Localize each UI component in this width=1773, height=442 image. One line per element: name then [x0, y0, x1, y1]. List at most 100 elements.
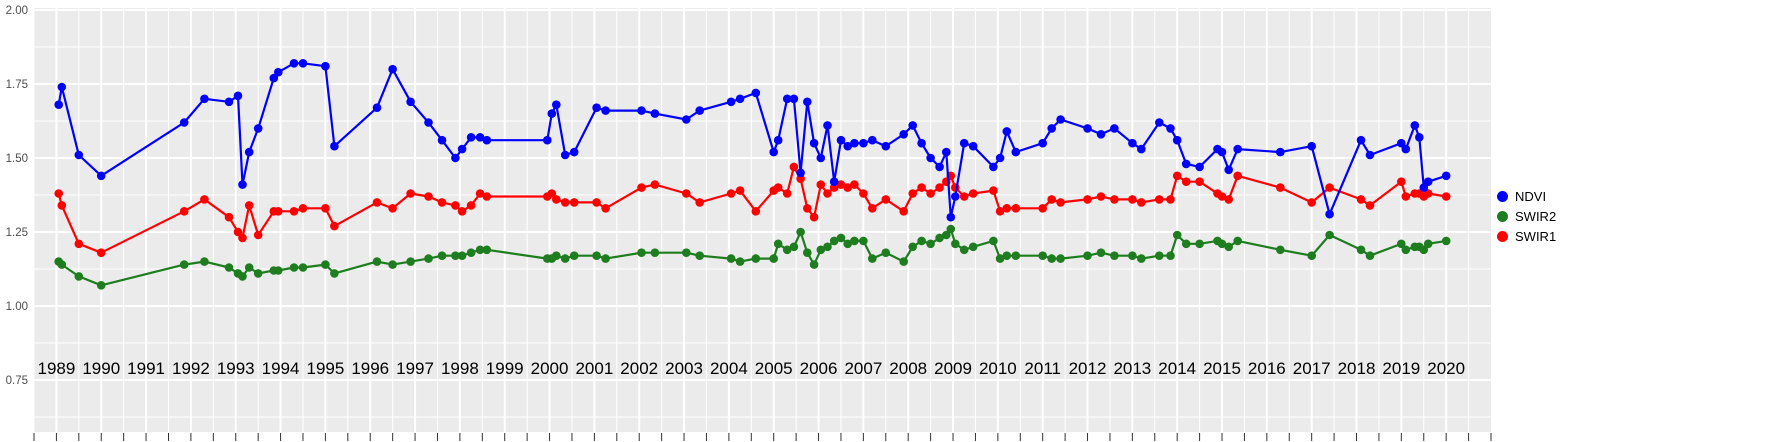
- data-point: [935, 233, 944, 243]
- data-point: [1397, 138, 1406, 148]
- data-point: [457, 207, 467, 216]
- data-point: [482, 192, 492, 201]
- data-point: [881, 195, 891, 204]
- data-point: [1172, 135, 1182, 145]
- data-point: [1011, 147, 1021, 157]
- data-point: [1155, 251, 1164, 260]
- data-point: [1181, 239, 1191, 249]
- data-point: [695, 198, 704, 207]
- data-point: [253, 269, 263, 278]
- x-axis-label: 1998: [441, 359, 479, 378]
- data-point: [253, 230, 263, 240]
- data-point: [803, 97, 812, 107]
- y-axis-label: 1.75: [6, 79, 28, 91]
- data-point: [908, 121, 917, 130]
- x-axis-label: 2007: [844, 359, 882, 378]
- data-point: [726, 189, 736, 198]
- data-point: [1166, 124, 1175, 133]
- data-point: [850, 180, 859, 189]
- data-point: [482, 245, 492, 255]
- x-axis-label: 1989: [38, 359, 76, 378]
- data-point: [637, 248, 646, 257]
- data-point: [773, 239, 783, 249]
- data-point: [782, 189, 792, 198]
- data-point: [57, 260, 67, 269]
- data-point: [1137, 144, 1146, 154]
- data-point: [989, 162, 998, 172]
- data-point: [995, 207, 1005, 216]
- data-point: [946, 224, 956, 234]
- data-point: [1155, 118, 1164, 127]
- legend-swatch-swir2: [1497, 211, 1508, 222]
- data-point: [552, 251, 561, 260]
- data-point: [789, 94, 799, 104]
- x-axis-label: 1997: [396, 359, 434, 378]
- x-axis-label: 2001: [575, 359, 613, 378]
- series-line-ndvi: [57, 62, 1448, 219]
- data-point: [1096, 248, 1106, 257]
- data-point: [224, 263, 234, 272]
- data-point: [1217, 192, 1227, 201]
- data-point: [1356, 135, 1366, 145]
- x-axis-label: 2008: [889, 359, 927, 378]
- data-point: [601, 204, 610, 213]
- data-point: [1217, 147, 1227, 157]
- data-point: [695, 106, 704, 115]
- x-axis-label: 2015: [1203, 359, 1241, 378]
- data-point: [54, 189, 63, 198]
- data-point: [1307, 251, 1316, 260]
- y-axis-label: 0.75: [6, 375, 28, 387]
- data-point: [372, 257, 382, 266]
- legend: NDVI SWIR2 SWIR1: [1497, 190, 1557, 244]
- data-point: [843, 141, 852, 151]
- data-point: [482, 135, 492, 145]
- legend-label: SWIR2: [1515, 209, 1557, 224]
- data-point: [321, 260, 330, 269]
- legend-label: SWIR1: [1515, 229, 1557, 244]
- data-point: [881, 248, 891, 257]
- data-point: [1083, 124, 1092, 133]
- x-axis-label: 2017: [1293, 359, 1331, 378]
- data-point: [372, 103, 382, 112]
- data-point: [1181, 177, 1191, 186]
- data-point: [547, 189, 557, 198]
- data-point: [1137, 198, 1146, 207]
- data-point: [244, 147, 254, 157]
- data-point: [951, 192, 960, 201]
- data-point: [96, 281, 106, 290]
- data-point: [859, 138, 868, 148]
- data-point: [569, 147, 579, 157]
- y-axis-label: 1.25: [6, 227, 28, 239]
- data-point: [1233, 236, 1242, 246]
- data-point: [457, 251, 467, 260]
- data-point: [859, 236, 868, 246]
- data-point: [803, 204, 812, 213]
- data-point: [917, 183, 926, 192]
- data-point: [816, 180, 826, 189]
- x-axis-label: 1991: [127, 359, 165, 378]
- data-point: [1419, 183, 1429, 192]
- data-point: [1181, 159, 1191, 169]
- data-point: [968, 242, 978, 252]
- legend-item-swir2: SWIR2: [1497, 210, 1556, 223]
- data-point: [406, 189, 415, 198]
- data-point: [803, 248, 812, 257]
- data-point: [773, 183, 783, 192]
- data-point: [475, 245, 485, 255]
- data-point: [406, 97, 415, 107]
- data-point: [850, 236, 859, 246]
- data-point: [1172, 230, 1182, 240]
- x-axis-label: 2006: [800, 359, 838, 378]
- data-point: [96, 248, 106, 257]
- data-point: [836, 233, 846, 243]
- series-group: [54, 59, 1451, 290]
- data-point: [823, 242, 832, 252]
- data-point: [1325, 230, 1334, 240]
- data-point: [547, 109, 557, 118]
- data-point: [1155, 195, 1164, 204]
- data-point: [769, 147, 778, 157]
- data-point: [942, 147, 951, 157]
- data-point: [1038, 138, 1047, 148]
- data-point: [751, 207, 761, 216]
- data-point: [789, 242, 799, 252]
